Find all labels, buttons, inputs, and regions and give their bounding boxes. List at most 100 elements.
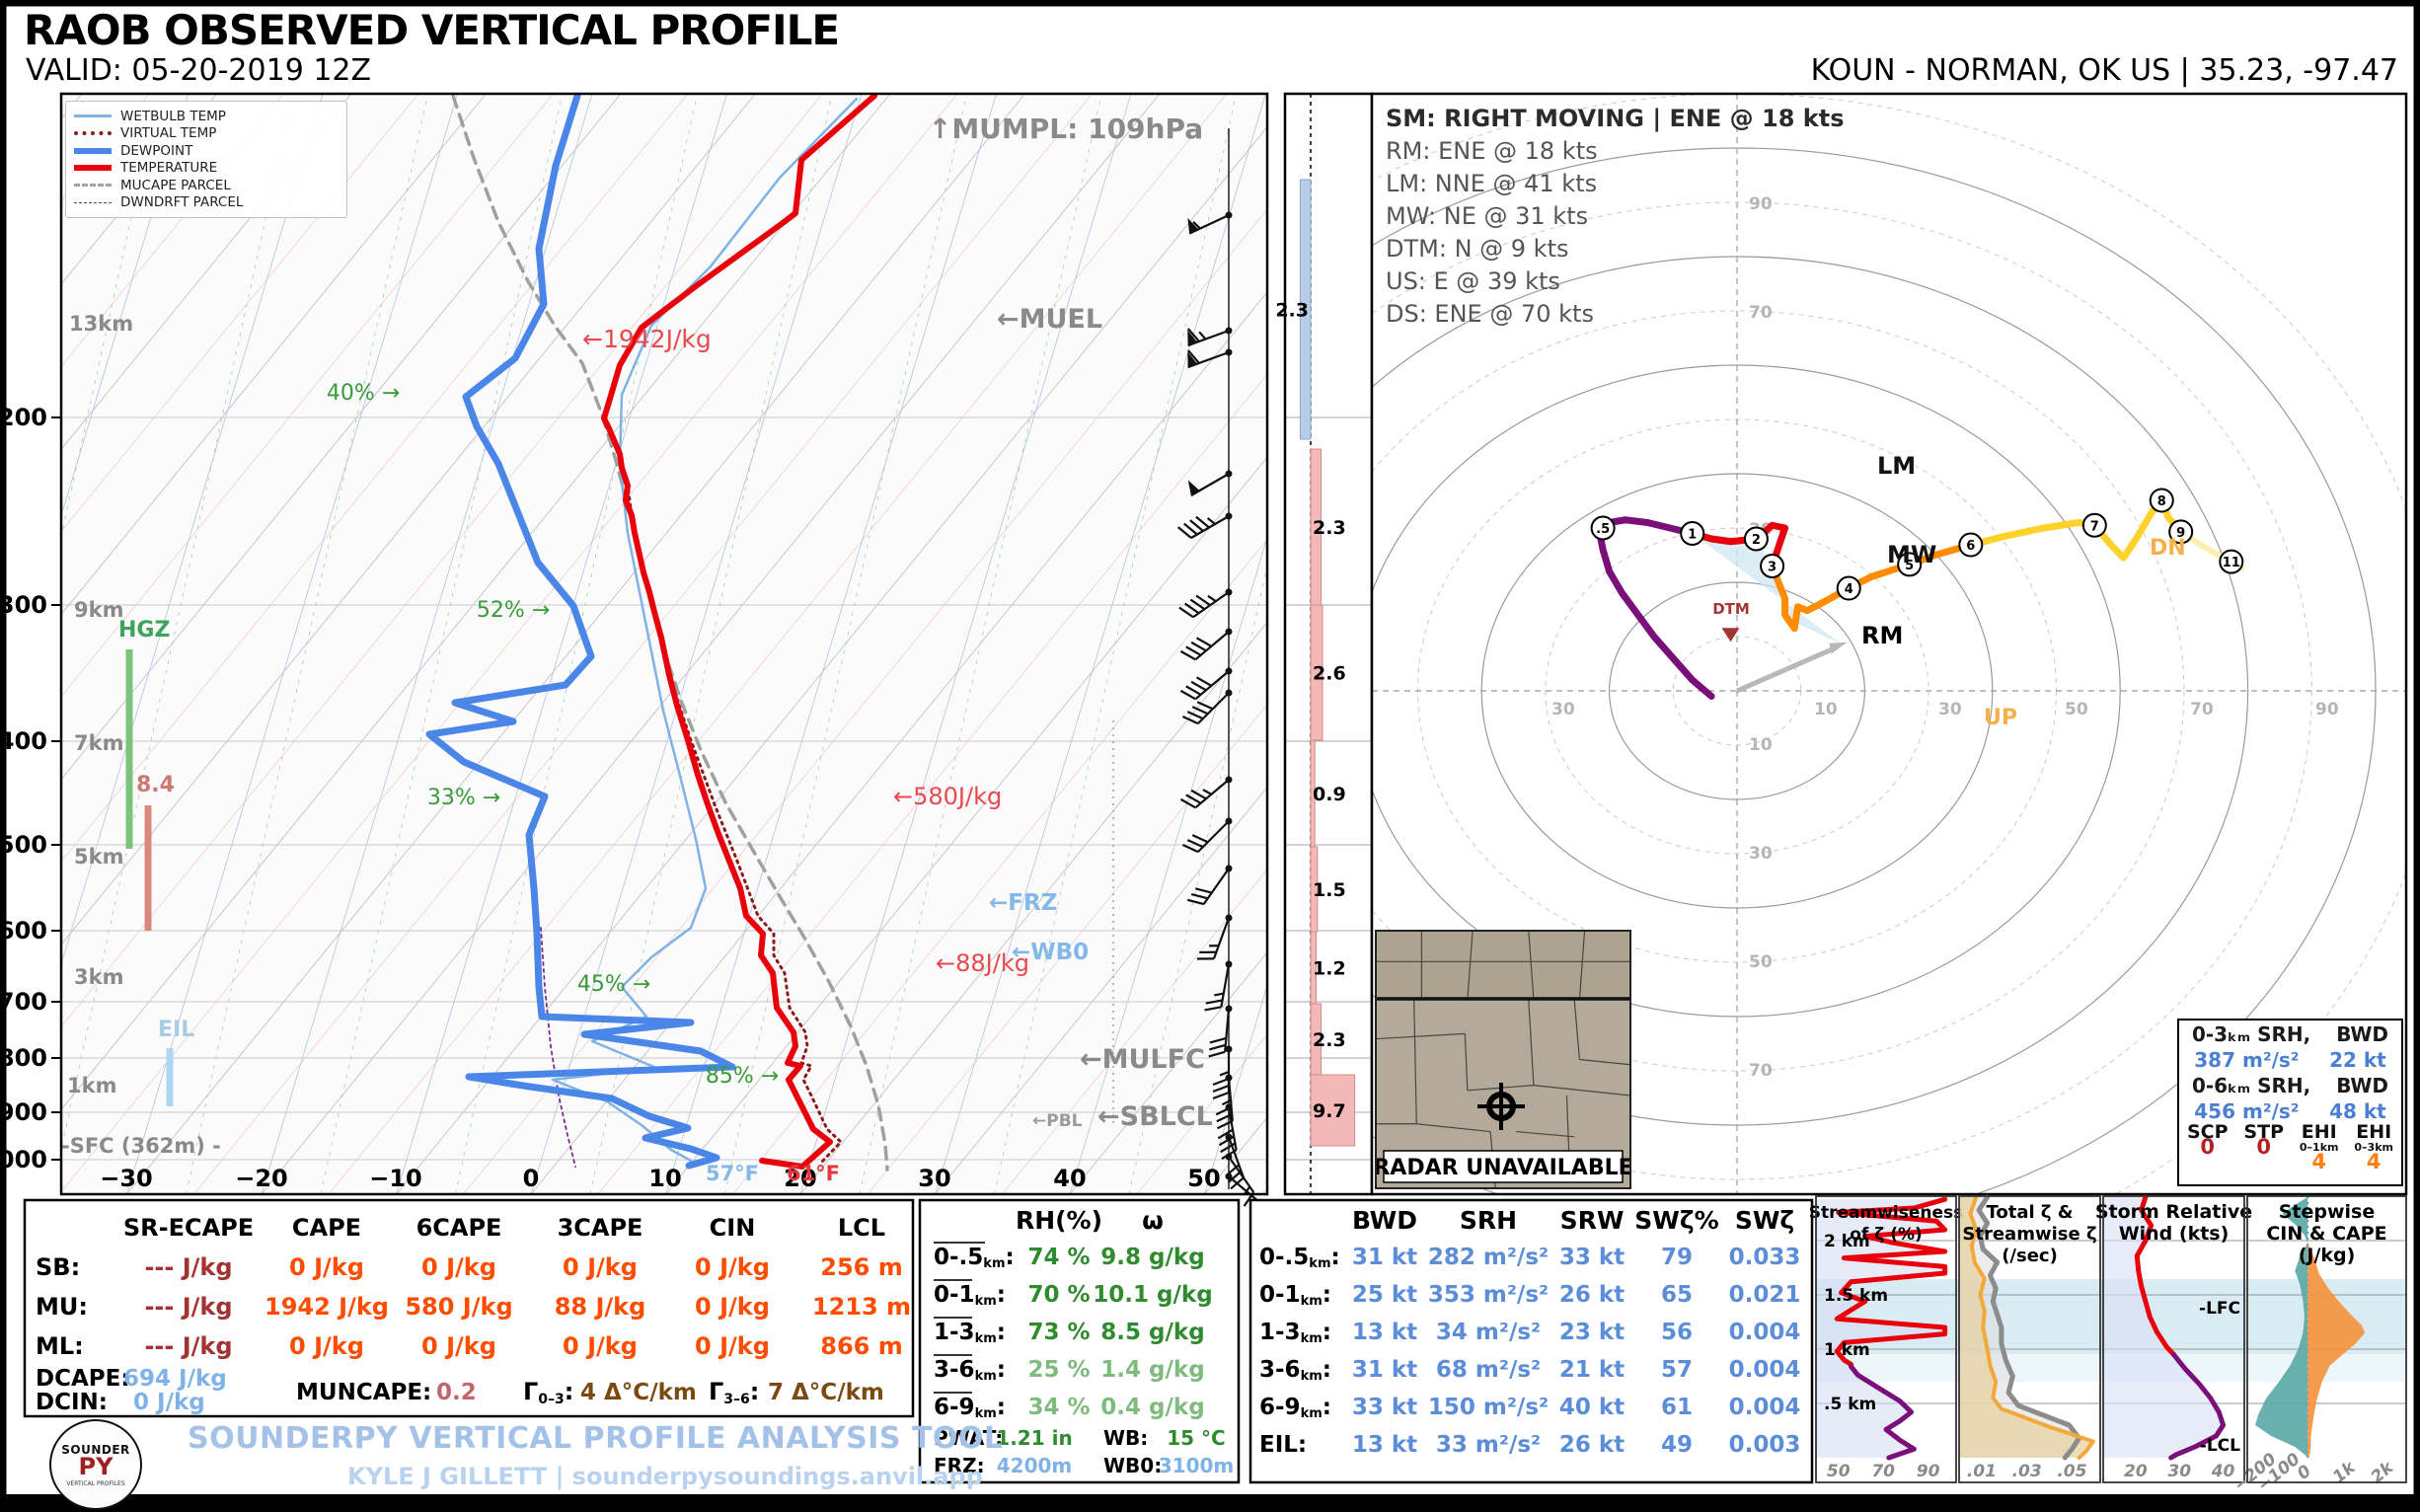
downdraft-parcel-line xyxy=(540,927,576,1168)
panel-border xyxy=(1815,1195,1957,1483)
dry-adiabat-line xyxy=(193,94,1093,1194)
valid-timestamp: VALID: 05-20-2019 12Z xyxy=(26,53,372,88)
legend-item: DEWPOINT xyxy=(74,142,339,160)
barb-base-dot xyxy=(1225,865,1233,872)
thermo-header: LCL xyxy=(838,1214,885,1242)
gfx xyxy=(1216,1119,1234,1130)
wind-barb xyxy=(1187,470,1233,496)
kin-value: 57 xyxy=(1661,1357,1693,1383)
rh-value: 74 % xyxy=(1027,1245,1090,1270)
gfx xyxy=(1221,1098,1232,1106)
moist-adiabat-line xyxy=(61,94,324,966)
panel-curve xyxy=(1976,1194,2082,1461)
gfx xyxy=(1186,711,1204,720)
skewt-annotation: 57°F xyxy=(706,1162,759,1185)
skewt-annotation: 61°F xyxy=(787,1162,840,1185)
kin-value: 79 xyxy=(1661,1245,1693,1270)
hodo-float-label: LM xyxy=(1877,452,1916,480)
gfx xyxy=(1192,591,1230,619)
barb-base-dot xyxy=(1225,1153,1233,1161)
gfx xyxy=(1179,797,1196,809)
srh-box-row: 0-3ₖₘ SRH, BWD xyxy=(2179,1022,2401,1046)
isotherm-line xyxy=(61,94,217,285)
omega-value: 1.4 g/kg xyxy=(1100,1357,1204,1383)
legend-swatch xyxy=(74,131,112,136)
county-line xyxy=(1515,1130,1575,1138)
advection-bar xyxy=(1299,179,1312,440)
gfx xyxy=(1190,680,1207,692)
dcin-label: DCIN: xyxy=(36,1390,108,1415)
kin-value: 150 m²/s² xyxy=(1428,1395,1549,1420)
dtm-label: DTM xyxy=(1712,600,1750,618)
panel-title: (J/kg) xyxy=(2299,1245,2356,1266)
pressure-label: 500 xyxy=(0,831,47,859)
skewt-annotation: ←MULFC xyxy=(1080,1044,1205,1075)
frz-label: FRZ: xyxy=(934,1454,985,1477)
gfx xyxy=(1187,217,1199,234)
thermo-value: 88 J/kg xyxy=(555,1293,646,1321)
county-line xyxy=(1528,930,1535,1001)
panel-tick-label: 30 xyxy=(2167,1462,2191,1481)
temperature-tick-label: 0 xyxy=(523,1165,540,1192)
gfx xyxy=(1179,649,1196,661)
barb-base-dot xyxy=(1225,628,1233,636)
rh-row-label: 6-9km: xyxy=(934,1395,1006,1421)
gfx xyxy=(1187,480,1200,495)
ring-label: 50 xyxy=(1749,952,1773,972)
temperature-tick-label: 30 xyxy=(918,1165,950,1192)
thermo-row-label: SB: xyxy=(36,1253,80,1281)
logo-text-top: SOUNDER xyxy=(61,1443,130,1457)
gfx xyxy=(1227,1077,1234,1121)
panel-title: Streamwise ζ xyxy=(1962,1224,2096,1245)
moist-adiabat-line xyxy=(61,94,189,518)
panel-tick-label: .01 xyxy=(1967,1462,1997,1481)
hodo-trace-0-1km xyxy=(1596,516,1715,700)
skewt-annotation: 45% → xyxy=(577,972,650,997)
km-marker-label: 1 xyxy=(1688,528,1697,543)
barb-base-dot xyxy=(1225,817,1233,825)
srh-box-cell: BWD xyxy=(2336,1022,2388,1046)
kin-value: 68 m²/s² xyxy=(1436,1357,1541,1383)
thermo-value: 580 J/kg xyxy=(405,1293,512,1321)
skewt-annotation: ←FRZ xyxy=(989,890,1057,916)
lapse-36-value: 7 Δ°C/km xyxy=(768,1380,884,1405)
panel-title: Streamwiseness xyxy=(1809,1203,1964,1223)
advection-value: 0.9 xyxy=(1313,784,1346,805)
storm-motion-line: DS: ENE @ 70 kts xyxy=(1386,300,1594,328)
skewt-annotation: ←WB0 xyxy=(1012,940,1089,965)
advection-value: 1.2 xyxy=(1313,958,1346,980)
kin-value: 65 xyxy=(1661,1282,1693,1308)
rh-value: 25 % xyxy=(1027,1357,1090,1383)
wind-barb xyxy=(1178,588,1233,619)
hodo-float-label: DN xyxy=(2150,536,2186,561)
panel-title: Wind (kts) xyxy=(2119,1223,2230,1245)
gfx xyxy=(1227,1106,1238,1151)
gfx xyxy=(1192,221,1201,230)
ring-label: 30 xyxy=(1749,844,1773,864)
moist-adiabat-line xyxy=(261,94,593,1194)
temperature-tick-label: −30 xyxy=(100,1165,153,1192)
omega-value: 10.1 g/kg xyxy=(1093,1282,1212,1308)
kin-value: 33 kt xyxy=(1559,1245,1625,1270)
gfx xyxy=(1190,892,1209,900)
isotherm-line xyxy=(61,94,891,1110)
omega-value: 8.5 g/kg xyxy=(1100,1320,1204,1345)
gfx xyxy=(1219,1070,1230,1077)
kin-value: 13 kt xyxy=(1352,1320,1417,1345)
skewt-annotation: 40% → xyxy=(327,381,400,406)
srh-box-row: 0-6ₖₘ SRH, BWD xyxy=(2179,1074,2401,1097)
legend-swatch xyxy=(74,165,112,172)
gfx xyxy=(1187,351,1198,368)
panel-km-label: 2 km xyxy=(1824,1232,1870,1251)
gfx xyxy=(1190,641,1207,652)
bottom-tables: SR-ECAPE CAPE 6CAPE 3CAPE CIN LCL SB: --- J/kg 0… xyxy=(23,1198,1814,1484)
barb-base-dot xyxy=(1225,1103,1233,1111)
km-marker-label: 2 xyxy=(1752,533,1761,548)
mixing-ratio-line xyxy=(1128,563,1267,1194)
radar-map-border xyxy=(1375,930,1631,1189)
barb-base-dot xyxy=(1225,960,1233,968)
km-marker xyxy=(1897,552,1923,577)
legend-swatch xyxy=(74,114,112,118)
